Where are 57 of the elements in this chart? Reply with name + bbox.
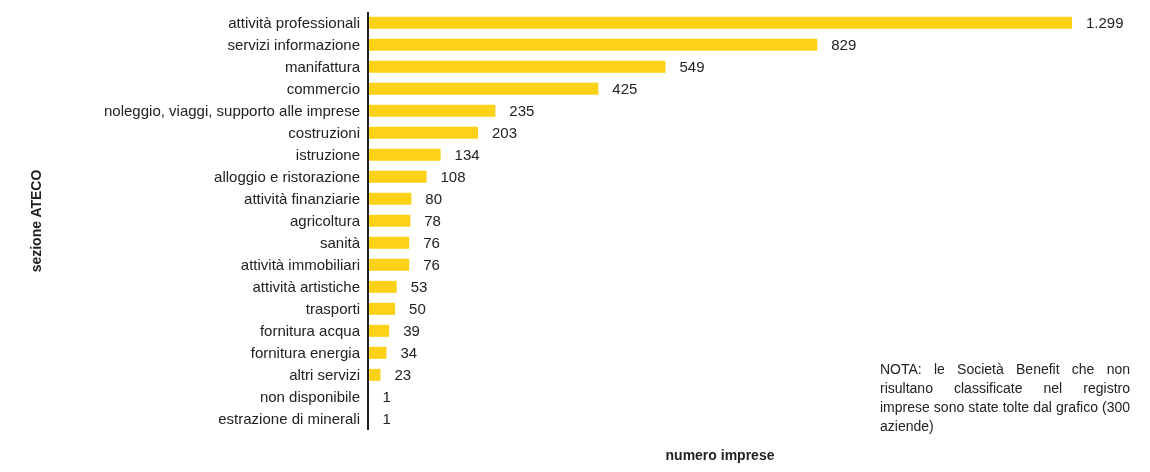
data-label: 425 (612, 80, 638, 98)
data-label: 203 (492, 124, 518, 142)
data-label: 76 (423, 256, 440, 274)
bar (368, 82, 599, 95)
data-label: 34 (400, 344, 418, 362)
y-tick-label: noleggio, viaggi, supporto alle imprese (104, 102, 360, 120)
x-axis-title: numero imprese (665, 447, 775, 463)
y-tick-label: attività professionali (228, 14, 360, 32)
y-tick-label: estrazione di minerali (218, 410, 360, 428)
data-label: 108 (440, 168, 466, 186)
data-label: 1.299 (1086, 14, 1124, 32)
y-tick-label: fornitura acqua (259, 322, 361, 340)
data-label: 23 (394, 366, 412, 384)
y-tick-label: alloggio e ristorazione (214, 168, 360, 186)
data-label: 39 (403, 322, 420, 340)
bar (368, 324, 390, 337)
y-tick-label: non disponibile (259, 388, 360, 406)
bar (368, 236, 410, 249)
data-label: 1 (382, 410, 391, 428)
y-tick-label: altri servizi (289, 366, 360, 384)
data-label: 53 (410, 278, 428, 296)
bar (368, 16, 1072, 29)
y-tick-label: istruzione (295, 146, 360, 164)
data-label: 829 (831, 36, 857, 54)
y-tick-label: servizi informazione (227, 36, 360, 54)
y-tick-label: costruzioni (288, 124, 360, 142)
y-tick-label: commercio (286, 80, 360, 98)
data-label: 80 (425, 190, 443, 208)
y-tick-label: fornitura energia (250, 344, 361, 362)
bar (368, 170, 427, 183)
y-axis-title: sezione ATECO (27, 169, 44, 273)
bar (368, 38, 818, 51)
y-tick-label: attività artistiche (252, 278, 360, 296)
data-label: 134 (454, 146, 480, 164)
bar (368, 192, 412, 205)
annotation: NOTA: le Società Benefit che non risultano classificate nel registro imprese sono state tolte dal grafico (300 aziende) (880, 360, 1130, 436)
bar (368, 258, 410, 271)
data-label: 235 (509, 102, 535, 120)
data-label: 50 (409, 300, 426, 318)
bar (368, 104, 496, 117)
data-label: 549 (679, 58, 705, 76)
data-label: 78 (424, 212, 441, 230)
bar (368, 346, 387, 359)
data-label: 76 (423, 234, 440, 252)
y-tick-label: attività immobiliari (240, 256, 360, 274)
bar (368, 214, 411, 227)
y-tick-label: sanità (319, 234, 361, 252)
bar (368, 302, 396, 315)
data-label: 1 (382, 388, 391, 406)
bar (368, 60, 666, 73)
bar (368, 280, 397, 293)
bar (368, 148, 441, 161)
y-tick-label: agricoltura (289, 212, 361, 230)
bar (368, 126, 479, 139)
y-tick-label: trasporti (305, 300, 360, 318)
y-tick-label: manifattura (284, 58, 361, 76)
y-tick-label: attività finanziarie (244, 190, 360, 208)
